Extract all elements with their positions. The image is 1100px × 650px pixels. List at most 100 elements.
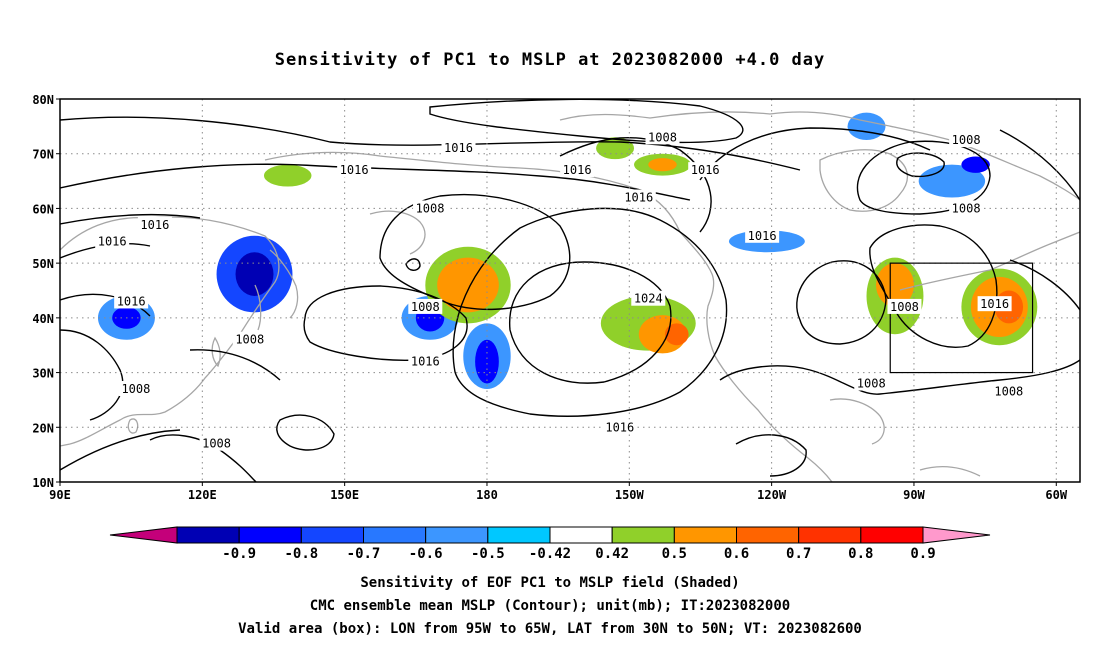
contour-label-bg (408, 298, 443, 314)
colorbar-left-triangle (109, 526, 178, 544)
contour-label-bg (949, 132, 984, 148)
contour-label: 1008 (235, 333, 264, 347)
contour-label-bg (118, 380, 153, 396)
longitude-tick-label: 120W (757, 488, 787, 502)
longitude-tick-label: 90E (49, 488, 71, 502)
longitude-tick-label: 90W (903, 488, 925, 502)
contour-label: 1016 (980, 297, 1009, 311)
contour-label: 1008 (121, 382, 150, 396)
contour-label: 1016 (748, 229, 777, 243)
caption-line-1: Sensitivity of EOF PC1 to MSLP field (Sh… (360, 575, 740, 591)
latitude-tick-label: 80N (32, 93, 54, 107)
shading-blob (648, 158, 677, 172)
contour-label-bg (137, 216, 172, 232)
contour-label: 1016 (605, 420, 634, 434)
contour-label-bg (854, 375, 889, 391)
contour-label: 1016 (98, 234, 127, 248)
contour-label: 1008 (411, 300, 440, 314)
contour-label-bg (602, 419, 637, 435)
latitude-tick-label: 50N (32, 257, 54, 271)
contour-label: 1016 (117, 294, 146, 308)
colorbar-tick-label: -0.42 (529, 546, 571, 562)
shading-blob (664, 323, 689, 346)
colorbar-box (611, 526, 675, 544)
colorbar-box (860, 526, 924, 544)
contour-label-bg (408, 353, 443, 369)
colorbar-box (487, 526, 551, 544)
contour-label-bg (232, 331, 267, 347)
colorbar-box (549, 526, 613, 544)
contour-label: 1016 (411, 355, 440, 369)
colorbar-tick-label: -0.9 (222, 546, 256, 562)
latitude-tick-label: 60N (32, 202, 54, 216)
latitude-tick-label: 30N (32, 367, 54, 381)
contour-label: 1016 (340, 163, 369, 177)
contour-label: 1016 (140, 218, 169, 232)
contour-label-bg (645, 129, 680, 145)
contour-label-bg (441, 140, 476, 156)
colorbar-tick-label: 0.6 (724, 546, 749, 562)
colorbar-box (300, 526, 365, 544)
colorbar-tick-label: 0.42 (595, 546, 629, 562)
contour-label-bg (621, 189, 656, 205)
longitude-labels: 90E 120E 150E 180 150W 120W 90W 60W (49, 482, 1068, 502)
gridlines (60, 99, 1080, 482)
caption-line-2: CMC ensemble mean MSLP (Contour); unit(m… (309, 598, 791, 614)
latitude-tick-label: 70N (32, 148, 54, 162)
colorbar-tick-label: 0.9 (910, 546, 935, 562)
colorbar-right-triangle (922, 526, 991, 544)
contour-labels: 1016 1016 1008 1016 1016 1008 1016 1016 1008 1016… (95, 129, 1026, 451)
contour-label: 1008 (648, 130, 677, 144)
colorbar-tick-label: -0.6 (409, 546, 443, 562)
colorbar-box (238, 526, 302, 544)
contour-label: 1024 (634, 292, 663, 306)
contour-label-bg (991, 383, 1026, 399)
latitude-tick-label: 20N (32, 421, 54, 435)
caption-line-3: Valid area (box): LON from 95W to 65W, L… (238, 621, 862, 637)
colorbar-box (798, 526, 862, 544)
colorbar-labels: -0.9 -0.8 -0.7 -0.6 -0.5 -0.42 0.42 0.5 0.6 0.7 0.… (222, 546, 935, 562)
contour-label: 1016 (624, 190, 653, 204)
contour-label: 1008 (994, 385, 1023, 399)
shading-blob (264, 164, 312, 187)
contour-label-bg (745, 227, 780, 243)
colorbar-tick-label: 0.8 (848, 546, 873, 562)
colorbar-tick-label: -0.5 (471, 546, 505, 562)
colorbar-box (736, 526, 800, 544)
contour-label: 1008 (202, 437, 231, 451)
valid-area-box (889, 262, 1034, 374)
colorbar-tick-label: -0.8 (284, 546, 318, 562)
colorbar-box (176, 526, 240, 544)
longitude-tick-label: 60W (1045, 488, 1067, 502)
contour-label-bg (95, 233, 130, 249)
contour-label-bg (977, 296, 1012, 312)
contour-label: 1008 (952, 201, 981, 215)
contour-label-bg (413, 200, 448, 216)
colorbar-tick-label: 0.7 (786, 546, 811, 562)
contour-label-bg (114, 293, 149, 309)
plot-title: Sensitivity of PC1 to MSLP at 2023082000… (274, 50, 826, 70)
latitude-tick-label: 10N (32, 476, 54, 490)
contour-label: 1008 (952, 133, 981, 147)
latitude-tick-label: 40N (32, 312, 54, 326)
colorbar-box (673, 526, 737, 544)
contour-label: 1016 (563, 163, 592, 177)
contour-label-bg (560, 162, 595, 178)
shading-blob (847, 112, 886, 141)
longitude-tick-label: 180 (476, 488, 498, 502)
contour-label: 1008 (890, 300, 919, 314)
longitude-tick-label: 120E (188, 488, 217, 502)
contour-label-bg (887, 298, 922, 314)
contour-label-bg (337, 162, 372, 178)
colorbar-box (363, 526, 427, 544)
contour-label-bg (199, 435, 234, 451)
longitude-tick-label: 150W (615, 488, 645, 502)
colorbar-tick-label: -0.7 (347, 546, 381, 562)
contour-label-bg (631, 290, 666, 306)
shading-blob (475, 339, 499, 384)
colorbar-tick-label: 0.5 (662, 546, 687, 562)
colorbar-box (425, 526, 489, 544)
contour-label-bg (949, 200, 984, 216)
shading-blob (437, 257, 499, 313)
